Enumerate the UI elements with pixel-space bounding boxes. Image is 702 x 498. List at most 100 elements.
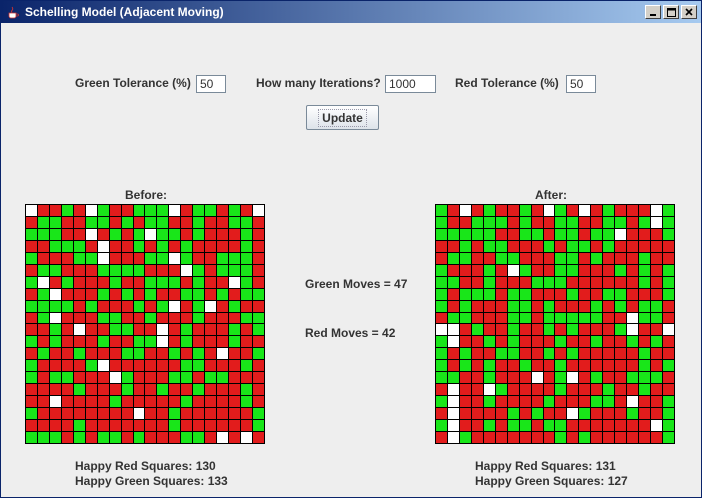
red-square [193,408,205,420]
red-square [436,312,447,324]
red-square [181,300,193,312]
red-square [73,288,85,300]
red-square [205,348,217,360]
red-square [495,420,507,432]
red-square [241,408,253,420]
red-square [241,348,253,360]
red-square [121,205,133,216]
green-tolerance-input[interactable]: 50 [196,75,226,93]
red-square [447,300,459,312]
red-square [49,360,61,372]
close-icon[interactable] [681,5,697,19]
green-square [603,384,615,396]
red-square [37,420,49,432]
title-bar[interactable]: Schelling Model (Adjacent Moving) [1,1,701,23]
empty-square [97,240,109,252]
red-square [61,312,73,324]
red-square [205,396,217,408]
green-square [483,216,495,228]
green-square [507,348,519,360]
empty-square [531,372,543,384]
red-square [169,432,181,443]
green-square [157,228,169,240]
green-square [436,336,447,348]
red-square [615,312,627,324]
red-square [579,420,591,432]
red-square [663,240,674,252]
red-square [531,300,543,312]
red-square [639,408,651,420]
red-square [531,348,543,360]
red-square [471,432,483,443]
green-square [181,336,193,348]
red-square [579,384,591,396]
green-square [193,216,205,228]
green-square [229,300,241,312]
red-square [615,205,627,216]
red-square [471,205,483,216]
red-square [85,240,97,252]
green-square [121,288,133,300]
red-square [133,324,145,336]
green-square [181,396,193,408]
green-square [229,205,241,216]
red-square [217,396,229,408]
red-square [85,396,97,408]
green-square [591,336,603,348]
red-square [205,252,217,264]
red-square [603,264,615,276]
red-square [37,324,49,336]
green-square [37,216,49,228]
green-square [436,205,447,216]
red-square [531,360,543,372]
red-square [157,396,169,408]
red-square [181,348,193,360]
green-square [253,312,264,324]
green-square [483,228,495,240]
red-square [651,384,663,396]
green-square [436,300,447,312]
red-square [181,276,193,288]
red-square [615,276,627,288]
red-square [97,372,109,384]
iterations-input[interactable]: 1000 [385,75,436,93]
red-square [169,324,181,336]
red-square [531,264,543,276]
red-square [205,276,217,288]
red-square [109,288,121,300]
red-square [157,408,169,420]
red-tolerance-label: Red Tolerance (%) [455,76,559,90]
green-square [447,252,459,264]
green-square [651,300,663,312]
green-square [97,205,109,216]
empty-square [97,360,109,372]
red-square [73,312,85,324]
green-square [49,264,61,276]
red-square [133,384,145,396]
red-square [73,408,85,420]
green-square [241,360,253,372]
green-square [567,240,579,252]
green-square [459,432,471,443]
red-square [495,360,507,372]
green-square [543,324,555,336]
red-square [85,348,97,360]
green-square [157,252,169,264]
empty-square [169,205,181,216]
green-square [49,432,61,443]
maximize-icon[interactable] [663,5,679,19]
green-square [639,252,651,264]
green-square [519,288,531,300]
red-square [97,228,109,240]
green-square [567,228,579,240]
green-square [61,372,73,384]
green-square [157,384,169,396]
empty-square [241,432,253,443]
update-button[interactable]: Update [306,105,379,130]
red-square [663,384,674,396]
red-square [61,228,73,240]
minimize-icon[interactable] [645,5,661,19]
red-tolerance-input[interactable]: 50 [566,75,596,93]
red-square [229,372,241,384]
